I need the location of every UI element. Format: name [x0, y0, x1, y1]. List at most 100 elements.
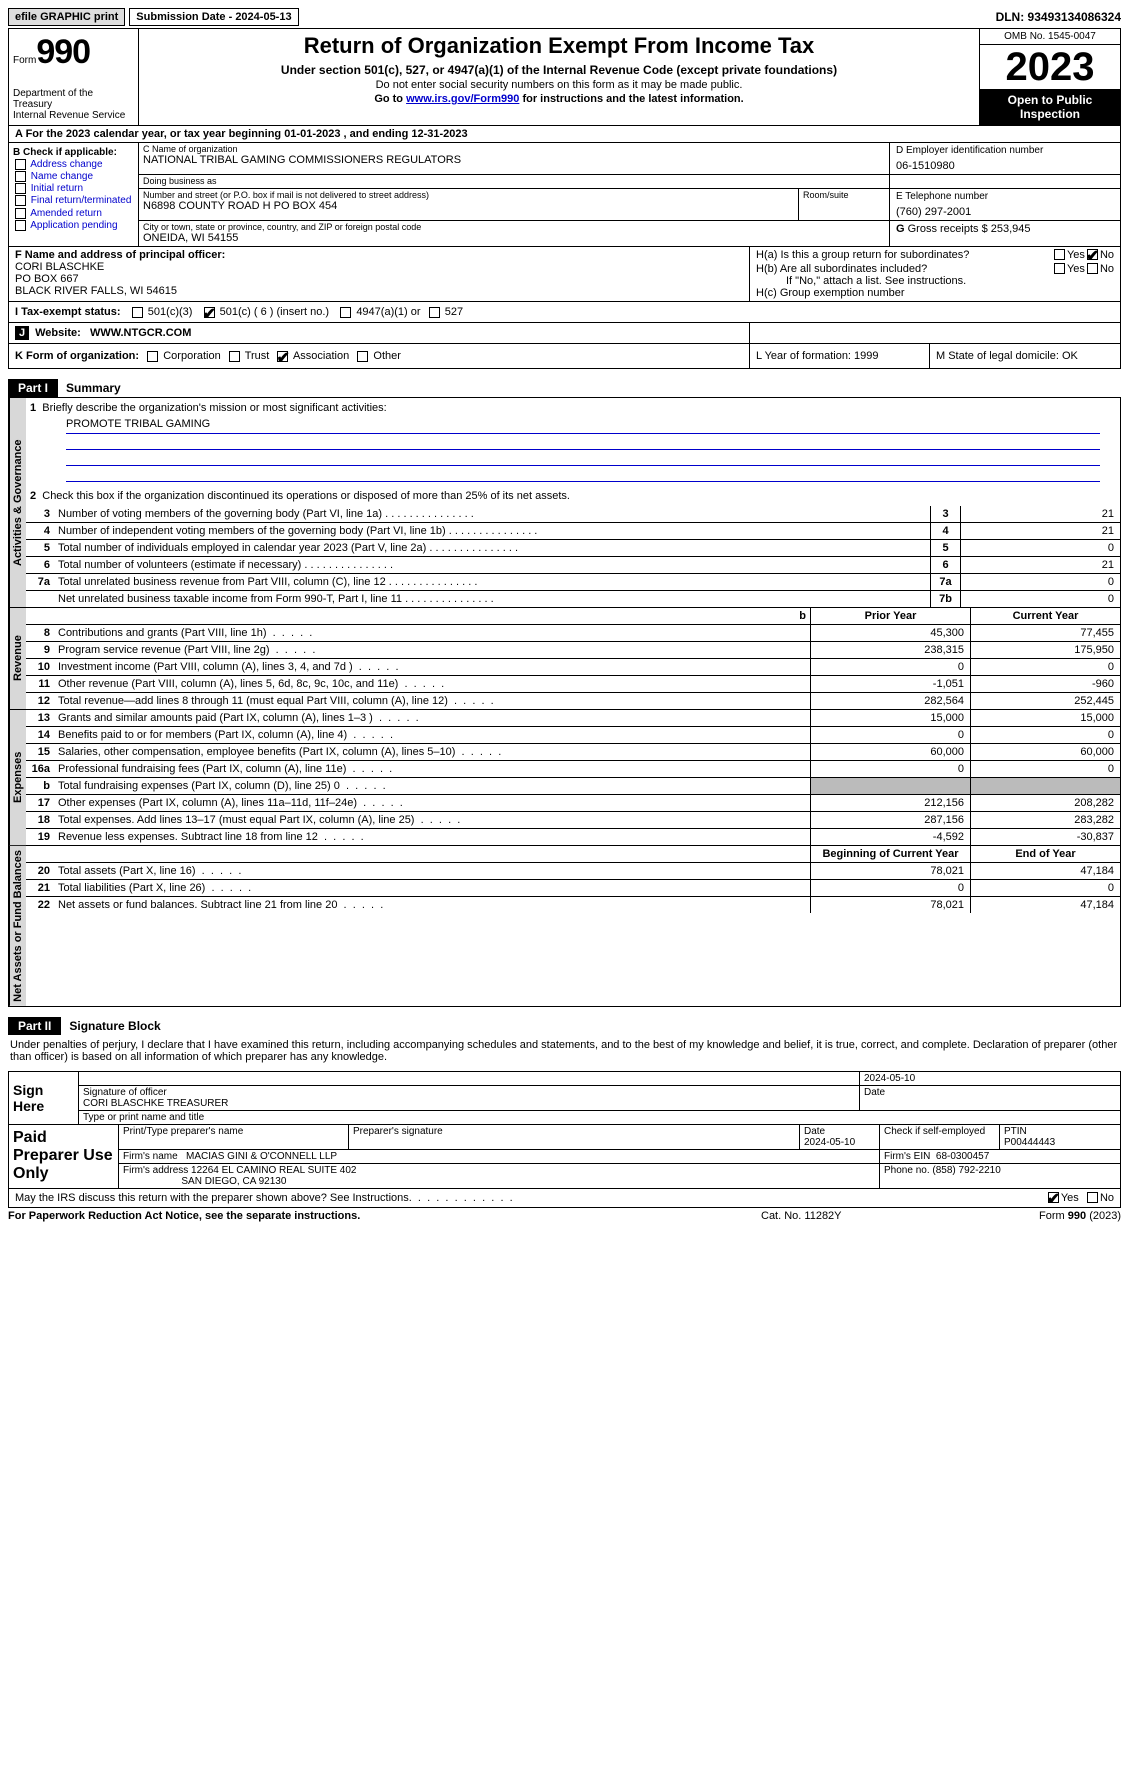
- b-opt-name[interactable]: Name change: [13, 171, 134, 182]
- line-text: Number of voting members of the governin…: [54, 506, 930, 522]
- line-num: 21: [26, 880, 54, 896]
- k-assoc-check[interactable]: [277, 351, 288, 362]
- ha-yes-check[interactable]: [1054, 249, 1065, 260]
- form-prefix: Form: [13, 55, 36, 66]
- line-value: 21: [960, 557, 1120, 573]
- b-opt-pending[interactable]: Application pending: [13, 220, 134, 231]
- hdr-beginning-year: Beginning of Current Year: [810, 846, 970, 862]
- line-text: Revenue less expenses. Subtract line 18 …: [54, 829, 810, 845]
- officer-signature: CORI BLASCHKE TREASURER: [83, 1098, 228, 1109]
- discuss-no-check[interactable]: [1087, 1192, 1098, 1203]
- line-num: 22: [26, 897, 54, 913]
- current-value: 208,282: [970, 795, 1120, 811]
- line-box: 6: [930, 557, 960, 573]
- current-value: 15,000: [970, 710, 1120, 726]
- discuss-yes-check[interactable]: [1048, 1192, 1059, 1203]
- hb-note: If "No," attach a list. See instructions…: [756, 275, 1114, 287]
- line-num: 15: [26, 744, 54, 760]
- irs-link[interactable]: www.irs.gov/Form990: [406, 93, 519, 105]
- prior-value: 238,315: [810, 642, 970, 658]
- paid-preparer-block: Paid Preparer Use Only Print/Type prepar…: [8, 1125, 1121, 1189]
- d-ein-label: D Employer identification number: [896, 145, 1114, 156]
- line-box: 4: [930, 523, 960, 539]
- line-text: Professional fundraising fees (Part IX, …: [54, 761, 810, 777]
- line-box: 7a: [930, 574, 960, 590]
- k-corp-check[interactable]: [147, 351, 158, 362]
- line-value: 21: [960, 506, 1120, 522]
- line-num: 10: [26, 659, 54, 675]
- i-527-check[interactable]: [429, 307, 440, 318]
- d-ein: 06-1510980: [896, 160, 1114, 172]
- k-trust-check[interactable]: [229, 351, 240, 362]
- line-num: 19: [26, 829, 54, 845]
- q2-discontinued: Check this box if the organization disco…: [42, 490, 570, 502]
- line-num: 8: [26, 625, 54, 641]
- prior-value: 287,156: [810, 812, 970, 828]
- efile-print-button[interactable]: efile GRAPHIC print: [8, 8, 125, 26]
- line-num: 5: [26, 540, 54, 556]
- line-num: 18: [26, 812, 54, 828]
- line-text: Total liabilities (Part X, line 26) . . …: [54, 880, 810, 896]
- f-label: F Name and address of principal officer:: [15, 249, 225, 261]
- part1-title: Summary: [58, 379, 129, 397]
- row-i-taxstatus: I Tax-exempt status: 501(c)(3) 501(c) ( …: [8, 302, 1121, 323]
- paperwork-notice: For Paperwork Reduction Act Notice, see …: [8, 1210, 761, 1222]
- l-year-formation: L Year of formation: 1999: [750, 344, 930, 368]
- e-phone-label: E Telephone number: [896, 191, 1114, 202]
- firm-addr1: 12264 EL CAMINO REAL SUITE 402: [191, 1165, 356, 1176]
- b-opt-initial[interactable]: Initial return: [13, 183, 134, 194]
- line-text: Salaries, other compensation, employee b…: [54, 744, 810, 760]
- line-num: [26, 591, 54, 607]
- website-url: WWW.NTGCR.COM: [90, 327, 191, 339]
- row-k-l-m: K Form of organization: Corporation Trus…: [8, 344, 1121, 369]
- line-num: 3: [26, 506, 54, 522]
- prior-value: 45,300: [810, 625, 970, 641]
- current-value: 47,184: [970, 897, 1120, 913]
- prior-value: -1,051: [810, 676, 970, 692]
- line-text: Contributions and grants (Part VIII, lin…: [54, 625, 810, 641]
- line-value: 21: [960, 523, 1120, 539]
- hb-no-check[interactable]: [1087, 263, 1098, 274]
- current-value: 175,950: [970, 642, 1120, 658]
- line-value: 0: [960, 540, 1120, 556]
- current-value: 60,000: [970, 744, 1120, 760]
- line-value: 0: [960, 574, 1120, 590]
- line-num: 4: [26, 523, 54, 539]
- current-value: -960: [970, 676, 1120, 692]
- i-501c3-check[interactable]: [132, 307, 143, 318]
- line-num: 7a: [26, 574, 54, 590]
- row-j-website: JWebsite: WWW.NTGCR.COM: [8, 323, 1121, 344]
- line-num: 9: [26, 642, 54, 658]
- line-num: 13: [26, 710, 54, 726]
- line-value: 0: [960, 591, 1120, 607]
- line-num: 6: [26, 557, 54, 573]
- i-4947-check[interactable]: [340, 307, 351, 318]
- hdr-prior-year: Prior Year: [810, 608, 970, 624]
- f-officer-name: CORI BLASCHKE: [15, 261, 743, 273]
- prior-value: 212,156: [810, 795, 970, 811]
- hdr-current-year: Current Year: [970, 608, 1120, 624]
- cat-no: Cat. No. 11282Y: [761, 1210, 941, 1222]
- type-name-label: Type or print name and title: [79, 1111, 1120, 1124]
- line-num: 16a: [26, 761, 54, 777]
- b-opt-amended[interactable]: Amended return: [13, 208, 134, 219]
- prior-value: 78,021: [810, 897, 970, 913]
- i-501c-check[interactable]: [204, 307, 215, 318]
- vtab-netassets: Net Assets or Fund Balances: [9, 846, 26, 1006]
- b-opt-final[interactable]: Final return/terminated: [13, 195, 134, 206]
- top-toolbar: efile GRAPHIC print Submission Date - 20…: [8, 8, 1121, 26]
- form-subtitle: Under section 501(c), 527, or 4947(a)(1)…: [149, 63, 969, 77]
- line-box: 5: [930, 540, 960, 556]
- current-value: 283,282: [970, 812, 1120, 828]
- prior-value: 282,564: [810, 693, 970, 709]
- b-opt-address[interactable]: Address change: [13, 159, 134, 170]
- hdr-end-year: End of Year: [970, 846, 1120, 862]
- prior-value: 0: [810, 880, 970, 896]
- k-other-check[interactable]: [357, 351, 368, 362]
- perjury-statement: Under penalties of perjury, I declare th…: [8, 1035, 1121, 1067]
- c-org-name: NATIONAL TRIBAL GAMING COMMISSIONERS REG…: [139, 154, 889, 168]
- ha-no-check[interactable]: [1087, 249, 1098, 260]
- instructions-line: Go to www.irs.gov/Form990 for instructio…: [149, 93, 969, 105]
- hb-yes-check[interactable]: [1054, 263, 1065, 274]
- omb-number: OMB No. 1545-0047: [980, 29, 1120, 45]
